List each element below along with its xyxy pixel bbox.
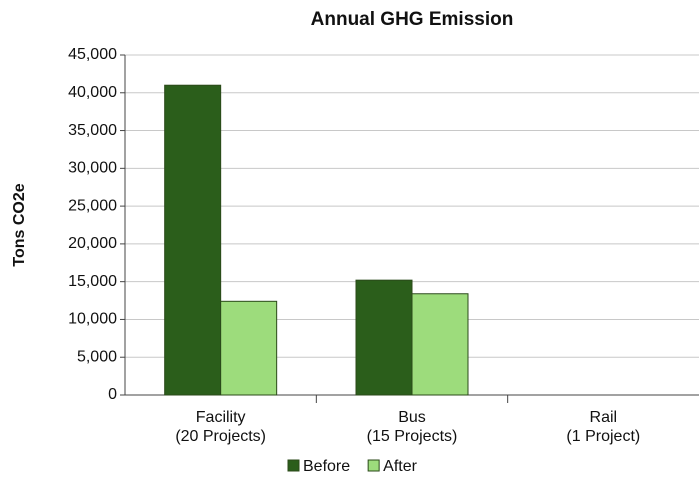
x-tick-label: (1 Project)	[566, 428, 640, 445]
x-tick-label: Rail	[590, 409, 618, 426]
legend-swatch	[287, 459, 300, 472]
y-tick-label: 5,000	[77, 348, 117, 365]
bar	[164, 84, 222, 396]
legend-label: Before	[303, 458, 350, 475]
y-tick-label: 20,000	[68, 235, 117, 252]
bar	[355, 279, 413, 396]
y-axis-label: Tons CO2e	[11, 183, 28, 266]
y-tick-label: 45,000	[68, 46, 117, 63]
legend-swatch	[367, 459, 380, 472]
y-tick-label: 35,000	[68, 122, 117, 139]
y-tick-label: 40,000	[68, 84, 117, 101]
x-tick-label: Facility	[196, 409, 246, 426]
x-tick-label: (20 Projects)	[175, 428, 266, 445]
bar	[220, 300, 278, 396]
bar	[411, 293, 469, 396]
y-tick-label: 15,000	[68, 273, 117, 290]
chart-title: Annual GHG Emission	[311, 9, 514, 30]
y-tick-label: 10,000	[68, 311, 117, 328]
y-tick-label: 25,000	[68, 197, 117, 214]
x-tick-label: (15 Projects)	[367, 428, 458, 445]
y-tick-label: 30,000	[68, 160, 117, 177]
legend-label: After	[383, 458, 417, 475]
y-tick-label: 0	[108, 386, 117, 403]
x-tick-label: Bus	[398, 409, 426, 426]
